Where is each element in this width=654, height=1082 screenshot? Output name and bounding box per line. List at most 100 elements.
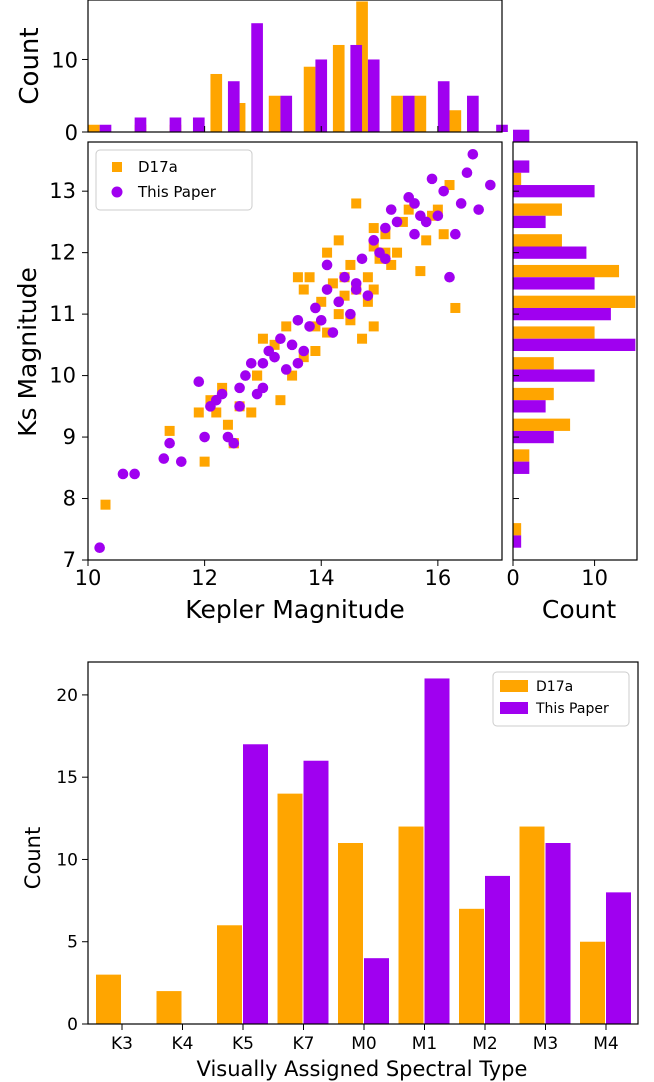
scatter-point-d17a-53 xyxy=(333,235,344,246)
right-hist-bar-this-paper-3 xyxy=(513,400,546,413)
scatter-point-d17a-27 xyxy=(345,259,356,270)
scatter-point-d17a-51 xyxy=(380,247,391,258)
top-hist-bar-d17a-10 xyxy=(414,95,427,132)
scatter-point-d17a-19 xyxy=(304,272,315,283)
top-hist-ytick-label-0: 0 xyxy=(65,121,78,145)
right-hist-frame xyxy=(512,141,638,561)
spectral-ytick-label-2: 10 xyxy=(56,850,78,870)
right-histogram: Count 0 10 xyxy=(506,129,638,624)
top-hist-bar-d17a-7 xyxy=(332,44,345,132)
scatter-point-d17a-34 xyxy=(386,259,397,270)
scatter-xtick-label-2: 14 xyxy=(308,566,335,590)
scatter-point-d17a-13 xyxy=(269,339,280,350)
scatter-point-d17a-43 xyxy=(450,302,461,313)
scatter-point-d17a-1 xyxy=(164,425,175,436)
scatter-point-this-paper-38 xyxy=(391,216,403,228)
scatter-point-this-paper-28 xyxy=(333,296,345,308)
spectral-xtick-label-m3: M3 xyxy=(533,1034,558,1054)
scatter-point-d17a-7 xyxy=(222,419,233,430)
scatter-point-this-paper-29 xyxy=(339,271,350,283)
spectral-bar-this-paper-m1 xyxy=(424,678,450,1024)
top-hist-bar-d17a-3 xyxy=(210,73,223,132)
scatter-point-this-paper-54 xyxy=(292,314,304,326)
scatter-point-this-paper-27 xyxy=(327,327,339,338)
right-hist-xtick-label-1: 10 xyxy=(581,566,608,590)
spectral-xtick-label-k5: K5 xyxy=(232,1034,254,1054)
spectral-xtick-label-m4: M4 xyxy=(593,1034,618,1054)
spectral-xtick-label-k3: K3 xyxy=(111,1034,133,1054)
scatter-point-this-paper-26 xyxy=(321,284,333,295)
scatter-point-d17a-50 xyxy=(368,284,379,295)
top-hist-bar-this-paper-6 xyxy=(280,95,293,132)
scatter-point-this-paper-9 xyxy=(216,388,228,400)
scatter-point-d17a-29 xyxy=(357,333,368,344)
right-hist-bar-d17a-3 xyxy=(513,387,554,401)
top-hist-bar-d17a-11 xyxy=(449,110,462,132)
right-hist-bar-this-paper-9 xyxy=(513,215,546,229)
top-hist-bar-this-paper-9 xyxy=(367,59,380,132)
spectral-xlabel: Visually Assigned Spectral Type xyxy=(197,1057,528,1081)
spectral-bar-this-paper-k7 xyxy=(303,760,329,1024)
scatter-ytick-label-3: 10 xyxy=(49,364,76,388)
scatter-plot: Ks Magnitude Kepler Magnitude 10 12 14 16 7 8… xyxy=(13,141,503,624)
right-hist-xlabel: Count xyxy=(542,595,616,624)
scatter-point-d17a-49 xyxy=(351,198,362,209)
scatter-point-this-paper-36 xyxy=(380,222,391,234)
scatter-point-d17a-21 xyxy=(316,296,327,307)
scatter-point-d17a-31 xyxy=(368,241,379,252)
top-hist-ytick-label-1: 10 xyxy=(51,48,78,72)
scatter-point-this-paper-48 xyxy=(455,198,467,209)
top-hist-bar-d17a-9 xyxy=(391,95,403,132)
spectral-xtick-label-k4: K4 xyxy=(172,1034,194,1054)
scatter-xtick-label-0: 10 xyxy=(75,566,102,590)
top-hist-bar-this-paper-11 xyxy=(437,81,450,132)
scatter-point-this-paper-23 xyxy=(304,321,315,332)
scatter-point-this-paper-24 xyxy=(310,302,321,314)
scatter-point-d17a-42 xyxy=(444,180,455,191)
scatter-ytick-label-5: 12 xyxy=(49,241,76,265)
right-hist-bar-d17a-6 xyxy=(513,295,636,308)
scatter-point-this-paper-16 xyxy=(257,357,269,369)
right-hist-bar-this-paper-7 xyxy=(513,277,595,290)
scatter-point-this-paper-1 xyxy=(117,468,129,480)
scatter-point-d17a-14 xyxy=(275,395,286,406)
scatter-point-this-paper-0 xyxy=(94,542,105,554)
right-hist-bar-d17a-5 xyxy=(513,326,595,339)
top-hist-bar-this-paper-2 xyxy=(169,117,182,132)
scatter-point-this-paper-44 xyxy=(432,210,444,222)
scatter-frame xyxy=(87,141,503,561)
scatter-point-d17a-16 xyxy=(287,370,298,381)
scatter-point-this-paper-3 xyxy=(158,453,170,464)
spectral-bar-d17a-m4 xyxy=(580,941,605,1024)
spectral-bar-this-paper-m3 xyxy=(545,843,571,1024)
right-hist-bar-d17a-10 xyxy=(513,172,522,186)
scatter-point-d17a-20 xyxy=(310,321,321,332)
scatter-point-d17a-22 xyxy=(322,327,333,338)
scatter-point-d17a-30 xyxy=(362,272,373,283)
spectral-bar-d17a-k4 xyxy=(156,991,182,1024)
spectral-legend-swatch-d17a xyxy=(500,680,528,692)
spectral-type-chart: Count Visually Assigned Spectral Type K3… xyxy=(21,661,639,1081)
scatter-point-this-paper-40 xyxy=(409,198,420,209)
scatter-point-d17a-0 xyxy=(100,499,111,510)
scatter-point-d17a-45 xyxy=(322,247,333,258)
spectral-bar-this-paper-m4 xyxy=(606,892,631,1024)
scatter-point-this-paper-53 xyxy=(269,351,280,363)
scatter-legend: D17a This Paper xyxy=(95,149,253,211)
right-hist-bar-d17a-2 xyxy=(513,418,571,431)
scatter-ytick-label-2: 9 xyxy=(63,425,76,449)
spectral-bar-d17a-m3 xyxy=(519,826,545,1024)
scatter-point-this-paper-34 xyxy=(368,235,380,246)
scatter-point-this-paper-21 xyxy=(292,357,304,369)
spectral-xtick-label-m0: M0 xyxy=(351,1034,376,1054)
spectral-bar-d17a-k5 xyxy=(217,925,242,1024)
spectral-legend: D17a This Paper xyxy=(492,671,630,727)
spectral-bar-d17a-m0 xyxy=(338,843,363,1024)
scatter-point-d17a-18 xyxy=(298,284,309,295)
scatter-point-d17a-26 xyxy=(345,315,356,326)
scatter-point-this-paper-49 xyxy=(461,167,473,179)
spectral-ytick-label-1: 5 xyxy=(67,933,78,953)
scatter-point-d17a-36 xyxy=(397,216,408,227)
scatter-point-d17a-2 xyxy=(193,407,204,418)
